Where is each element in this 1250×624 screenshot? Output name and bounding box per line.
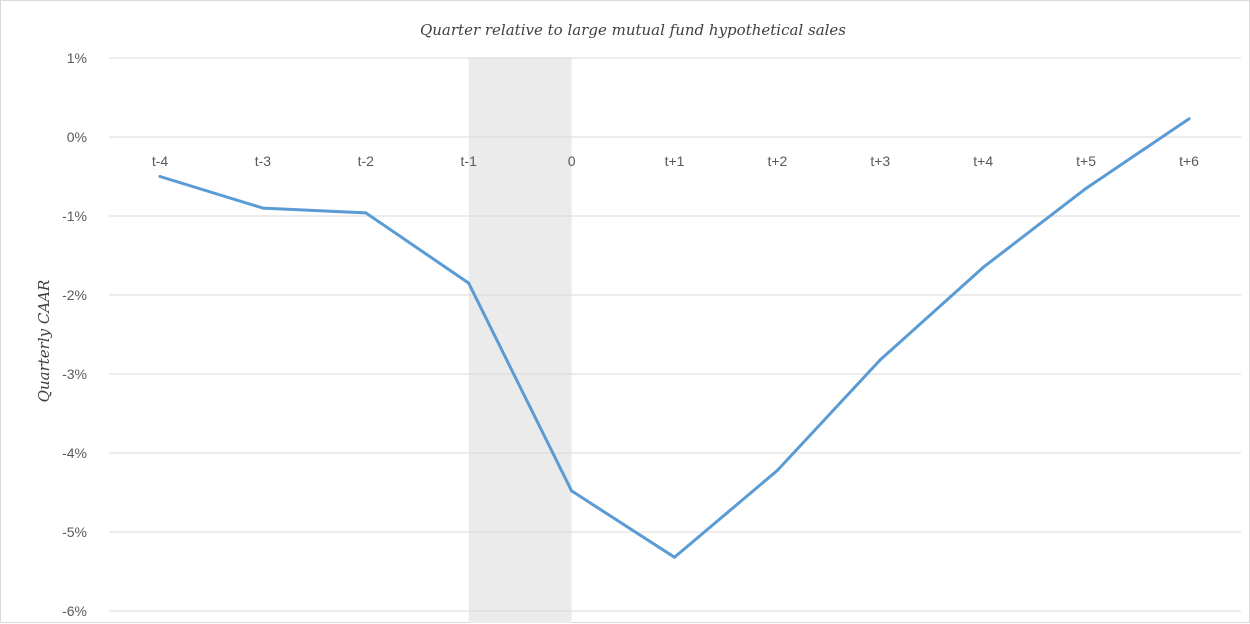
x-tick-label: 0	[568, 153, 576, 169]
x-tick-label: t-3	[255, 153, 272, 169]
x-tick-label: t-1	[461, 153, 478, 169]
x-tick-label: t+2	[767, 153, 787, 169]
data-point	[775, 468, 779, 472]
data-point	[673, 555, 676, 559]
y-tick-label: -6%	[62, 603, 87, 619]
x-tick-label: t+5	[1076, 153, 1096, 169]
x-tick-label: t+3	[870, 153, 890, 169]
shaded-region	[468, 58, 572, 623]
x-axis-ticks: t-4 t-3 t-2 t-1 0 t+1 t+2 t+3 t+4 t+5 t+6	[152, 153, 1199, 169]
y-tick-label: -1%	[62, 208, 87, 224]
y-axis-ticks: 1% 0% -1% -2% -3% -4% -5% -6%	[62, 50, 87, 619]
x-tick-label: t-2	[358, 153, 375, 169]
data-point	[261, 206, 265, 210]
y-tick-label: -4%	[62, 445, 87, 461]
series-line	[158, 117, 1191, 559]
y-axis-title: Quarterly CAAR	[35, 280, 53, 403]
series-layer	[158, 117, 1191, 559]
data-point	[878, 358, 882, 362]
data-point	[1084, 186, 1088, 190]
data-point	[981, 265, 985, 269]
y-tick-label: -2%	[62, 287, 87, 303]
x-tick-label: t-4	[152, 153, 169, 169]
y-tick-label: 0%	[67, 129, 87, 145]
y-tick-label: -5%	[62, 524, 87, 540]
data-point	[467, 281, 471, 285]
data-point	[1187, 117, 1191, 121]
y-tick-label: -3%	[62, 366, 87, 382]
data-point	[158, 175, 162, 178]
x-tick-label: t+1	[665, 153, 685, 169]
gridlines	[109, 57, 1241, 612]
x-axis-title: Quarter relative to large mutual fund hy…	[420, 21, 846, 39]
data-point	[364, 211, 368, 215]
x-tick-label: t+6	[1179, 153, 1199, 169]
data-point	[570, 489, 574, 493]
y-tick-label: 1%	[67, 50, 87, 66]
x-tick-label: t+4	[973, 153, 993, 169]
